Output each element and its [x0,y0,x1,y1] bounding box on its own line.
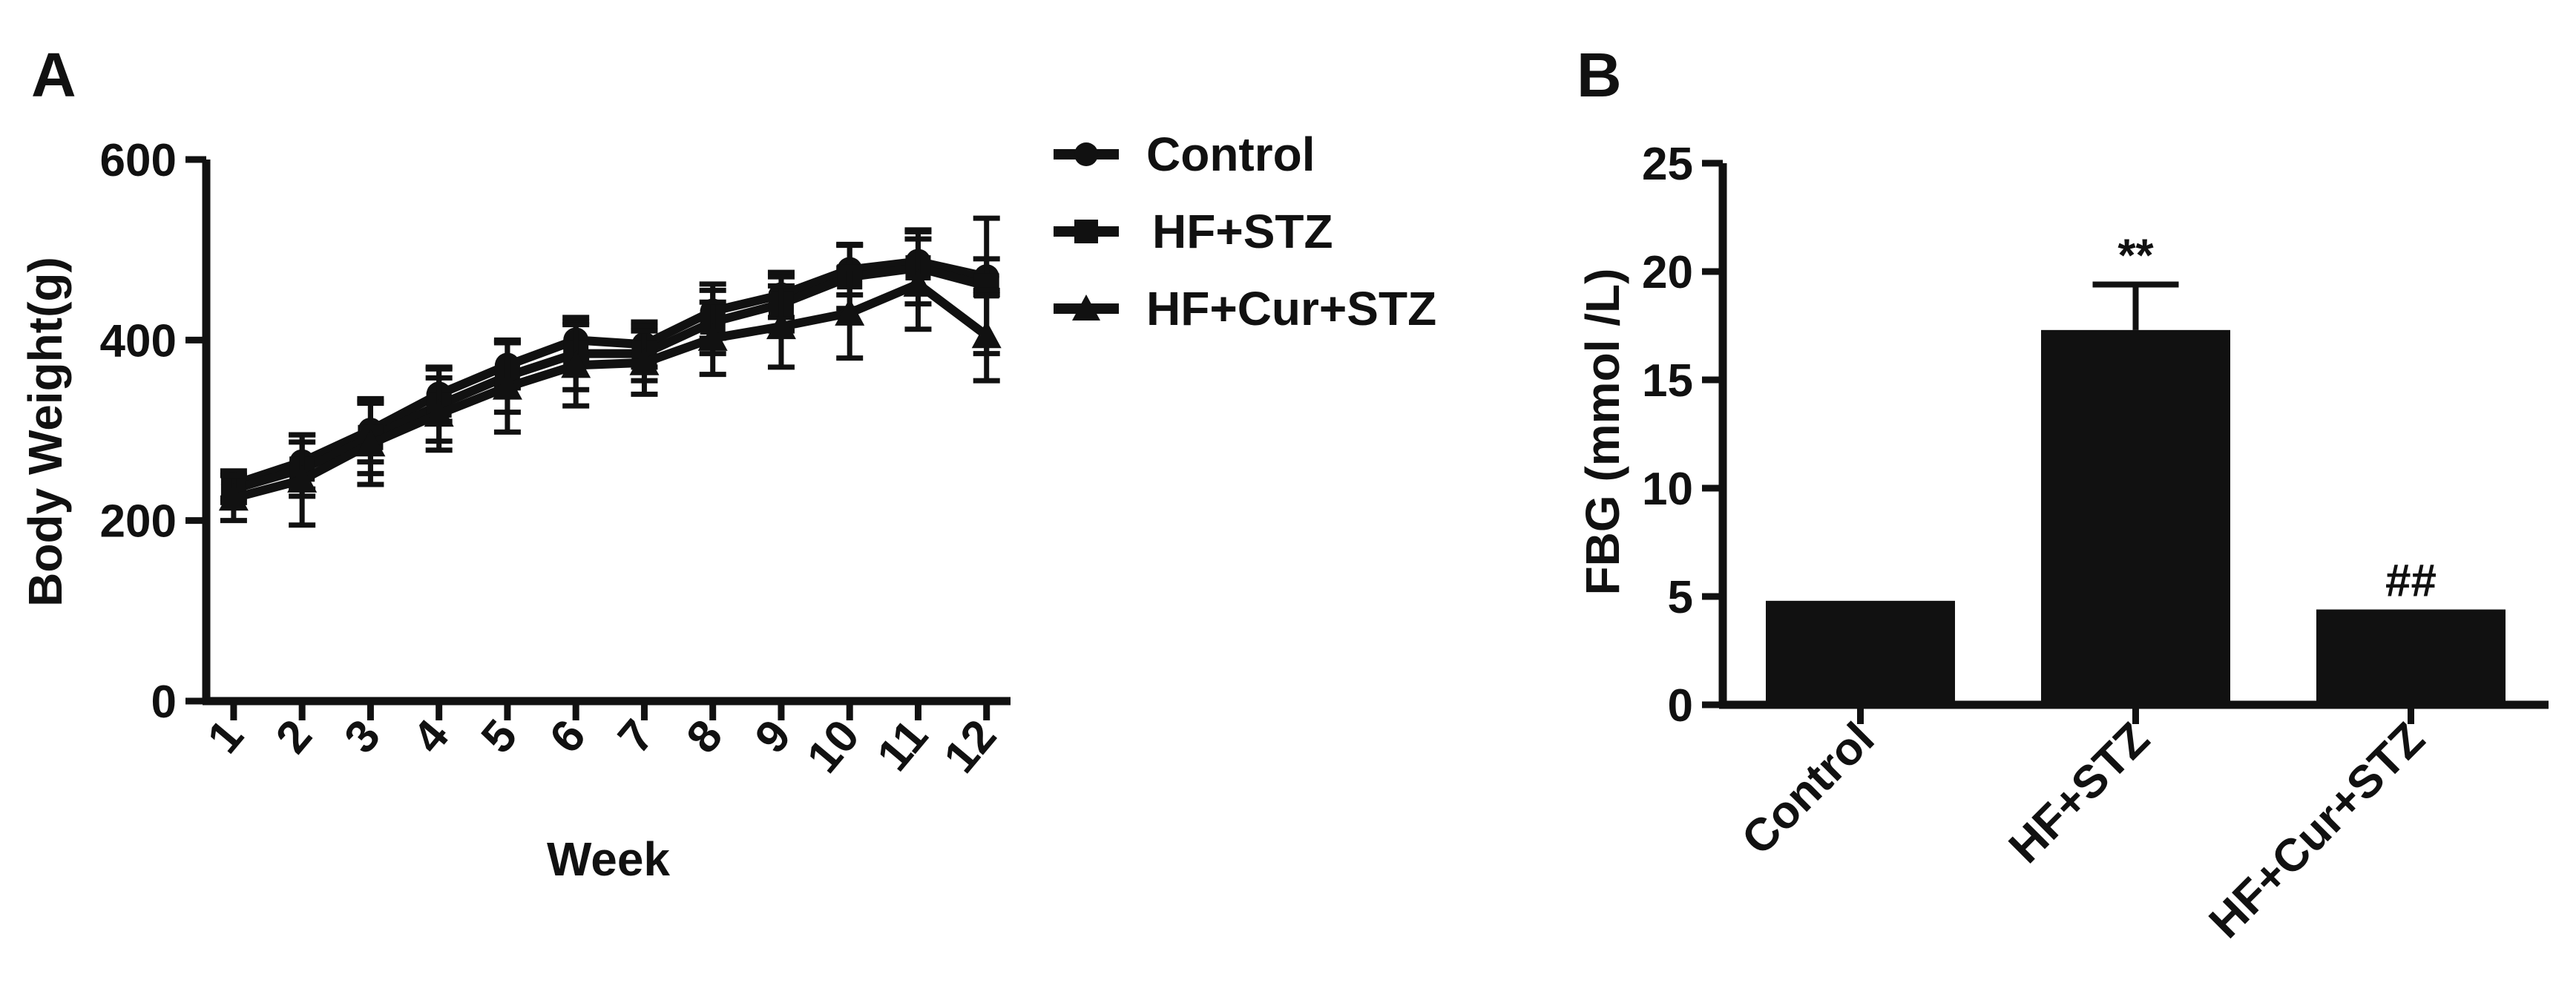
y-tick-label: 0 [1668,680,1693,732]
series-point [355,429,386,457]
panel-a-y-axis-title: Body Weight(g) [19,257,72,607]
y-tick-label: 0 [151,677,177,728]
panel-a-label: A [31,40,76,110]
series-point [1074,220,1098,243]
x-tick-label: 3 [335,711,390,763]
y-tick-label: 200 [100,496,177,548]
series-point [766,312,796,340]
series-point [1072,295,1100,320]
y-tick-label: 20 [1642,247,1693,298]
x-tick-label: HF+STZ [2000,713,2160,873]
series-point [971,320,1002,349]
x-tick-label: 2 [266,711,322,763]
y-tick-label: 15 [1642,355,1693,407]
panel-a-x-axis-title: Week [547,832,670,886]
y-tick-label: 600 [100,135,177,186]
x-tick-label: 9 [746,711,801,763]
series-point [629,347,660,375]
x-tick-label: 8 [677,711,732,763]
x-tick-label: 10 [798,711,870,783]
x-tick-label: 11 [867,711,938,781]
y-tick-label: 25 [1642,139,1693,190]
x-tick-label: 5 [472,711,528,763]
legend-label: Control [1146,128,1315,181]
series-point [424,399,454,427]
series-line [232,279,990,503]
series-point [697,323,728,351]
x-tick-label: 6 [540,711,596,763]
bar [2316,609,2506,705]
x-tick-label: 12 [934,711,1006,783]
bar-control [1766,600,1955,705]
series-point [218,483,249,511]
series-point [561,350,591,378]
bar-hf-cur-stz: ## [2316,556,2506,705]
panel-b: B 0 5 10 15 20 25 Control HF+STZ HF+Cur+STZ ** ##… [1576,40,2549,948]
legend-label: HF+STZ [1152,205,1333,258]
legend-entry: Control [1054,128,1315,181]
series-point [1074,142,1098,166]
x-tick-label: 1 [198,711,254,763]
series-point [287,464,318,493]
series-point [835,297,865,326]
series-point [903,269,933,297]
y-tick-label: 10 [1642,464,1693,515]
panel-b-label: B [1577,40,1622,110]
legend-entry: HF+Cur+STZ [1054,282,1436,335]
panel-b-y-axis-title: FBG (mmol /L) [1576,269,1629,596]
significance-label: ## [2385,556,2437,607]
x-tick-label: HF+Cur+STZ [2200,713,2435,948]
x-tick-label: 7 [608,711,664,763]
significance-label: ** [2117,231,2154,282]
bar [1766,600,1955,705]
y-tick-label: 400 [100,315,177,366]
legend-label: HF+Cur+STZ [1146,282,1436,335]
panel-a-series [218,215,1002,528]
panel-a-legend: Control HF+STZ HF+Cur+STZ [1054,128,1436,335]
series-hf-cur-stz [218,236,1002,528]
series-point [492,372,522,400]
panel-b-bars: ** ## [1766,231,2506,705]
bar [2041,329,2230,705]
bar-hf-stz: ** [2041,231,2230,705]
legend-entry: HF+STZ [1054,205,1333,258]
x-tick-label: 4 [403,710,459,763]
y-tick-label: 5 [1668,572,1693,623]
x-tick-label: Control [1732,713,1885,865]
